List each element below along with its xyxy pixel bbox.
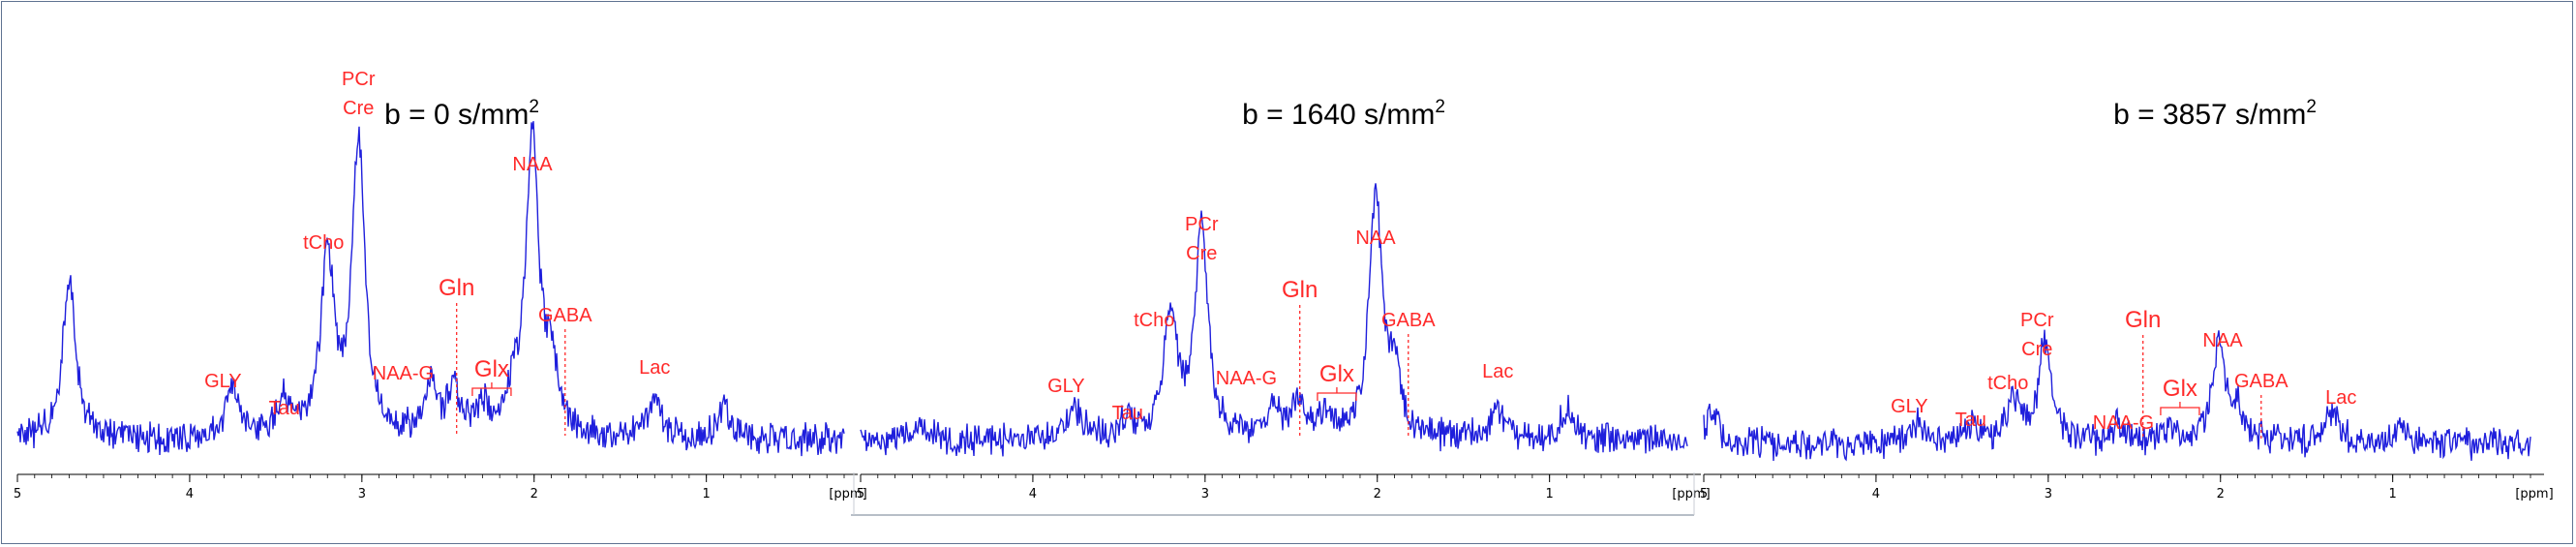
- peak-label-gaba: GABA: [538, 305, 592, 326]
- b-value-label: b = 0 s/mm2: [384, 97, 539, 131]
- peak-label-pcr: PCr: [342, 69, 376, 90]
- b-value-label: b = 3857 s/mm2: [2113, 97, 2317, 131]
- b-value-superscript: 2: [2306, 97, 2317, 117]
- glx-bracket: [2160, 402, 2200, 415]
- peak-label-naa: NAA: [1355, 228, 1396, 249]
- peak-label-gln: Gln: [1282, 277, 1318, 303]
- peak-label-naa: NAA: [2202, 330, 2243, 351]
- peak-label-gln: Gln: [439, 275, 474, 301]
- peak-label-gln: Gln: [2125, 307, 2161, 333]
- x-tick-label: 1: [2389, 487, 2397, 501]
- glx-bracket: [471, 382, 512, 396]
- x-tick-label: 4: [186, 487, 194, 501]
- x-tick-label: 1: [703, 487, 711, 501]
- peak-label-naa-g: NAA-G: [2093, 412, 2154, 434]
- b-value-label: b = 1640 s/mm2: [1242, 97, 1445, 131]
- x-tick-label: 3: [1201, 487, 1209, 501]
- peak-label-gly: GLY: [1047, 376, 1085, 397]
- x-tick-label: 2: [1374, 487, 1381, 501]
- x-tick-label: 5: [14, 487, 21, 501]
- x-tick-label: 2: [530, 487, 538, 501]
- peak-label-gly: GLY: [204, 371, 242, 392]
- x-tick-label: 3: [2045, 487, 2052, 501]
- b-value-superscript: 2: [1435, 97, 1445, 117]
- peak-label-cre: Cre: [2021, 339, 2052, 360]
- peak-label-tcho: tCho: [303, 232, 344, 254]
- x-unit-label: [ppm]: [1672, 487, 1710, 501]
- peak-label-naa-g: NAA-G: [373, 363, 434, 384]
- b-value-superscript: 2: [529, 97, 539, 117]
- peak-label-gaba: GABA: [1381, 310, 1436, 331]
- peak-label-gly: GLY: [1891, 396, 1928, 417]
- x-tick-label: 5: [1700, 487, 1708, 501]
- peak-label-lac: Lac: [2325, 387, 2356, 409]
- peak-label-tcho: tCho: [1987, 373, 2028, 394]
- peak-label-tau: Tau: [1955, 410, 1986, 431]
- peak-label-lac: Lac: [639, 357, 670, 379]
- peak-label-lac: Lac: [1482, 361, 1513, 382]
- peak-label-tau: Tau: [1112, 403, 1143, 424]
- spectrum-panel-right: 5 4 3 2 1 [ppm] b = 3857 s/mm2 PCr Cre tCho NAA Gln…: [1700, 97, 2554, 501]
- x-tick-label: 2: [2217, 487, 2225, 501]
- spectrum-panel-left: 5 4 3 2 1 [ppm] b = 0 s/mm2 PCr Cre tCho NAA Gln GAB…: [14, 69, 867, 501]
- spectrum-panel-middle: 5 4 3 2 1 [ppm] b = 1640 s/mm2 PCr Cre tCho NAA Gln…: [857, 97, 1711, 501]
- spectrum-line-right: [1703, 329, 2531, 462]
- x-tick-label: 5: [857, 487, 864, 501]
- spectrum-line-left: [16, 121, 845, 457]
- peak-label-glx: Glx: [1319, 361, 1354, 387]
- x-tick-label: 3: [358, 487, 366, 501]
- peak-label-glx: Glx: [2163, 376, 2197, 402]
- x-tick-label: 4: [1872, 487, 1880, 501]
- peak-label-cre: Cre: [1186, 243, 1217, 264]
- peak-label-pcr: PCr: [2020, 310, 2054, 331]
- peak-label-tcho: tCho: [1134, 310, 1174, 331]
- x-tick-label: 4: [1029, 487, 1037, 501]
- peak-label-cre: Cre: [343, 98, 374, 119]
- glx-bracket: [1317, 387, 1357, 401]
- peak-label-glx: Glx: [474, 356, 509, 382]
- x-unit-label: [ppm]: [2515, 487, 2553, 501]
- peak-label-naa: NAA: [512, 154, 553, 175]
- peak-label-naa-g: NAA-G: [1216, 368, 1277, 389]
- spectrum-line-middle: [860, 183, 1688, 457]
- x-tick-label: 1: [1546, 487, 1554, 501]
- peak-label-tau: Tau: [269, 398, 300, 419]
- x-unit-label: [ppm]: [829, 487, 866, 501]
- peak-label-pcr: PCr: [1185, 214, 1219, 235]
- peak-label-gaba: GABA: [2234, 371, 2288, 392]
